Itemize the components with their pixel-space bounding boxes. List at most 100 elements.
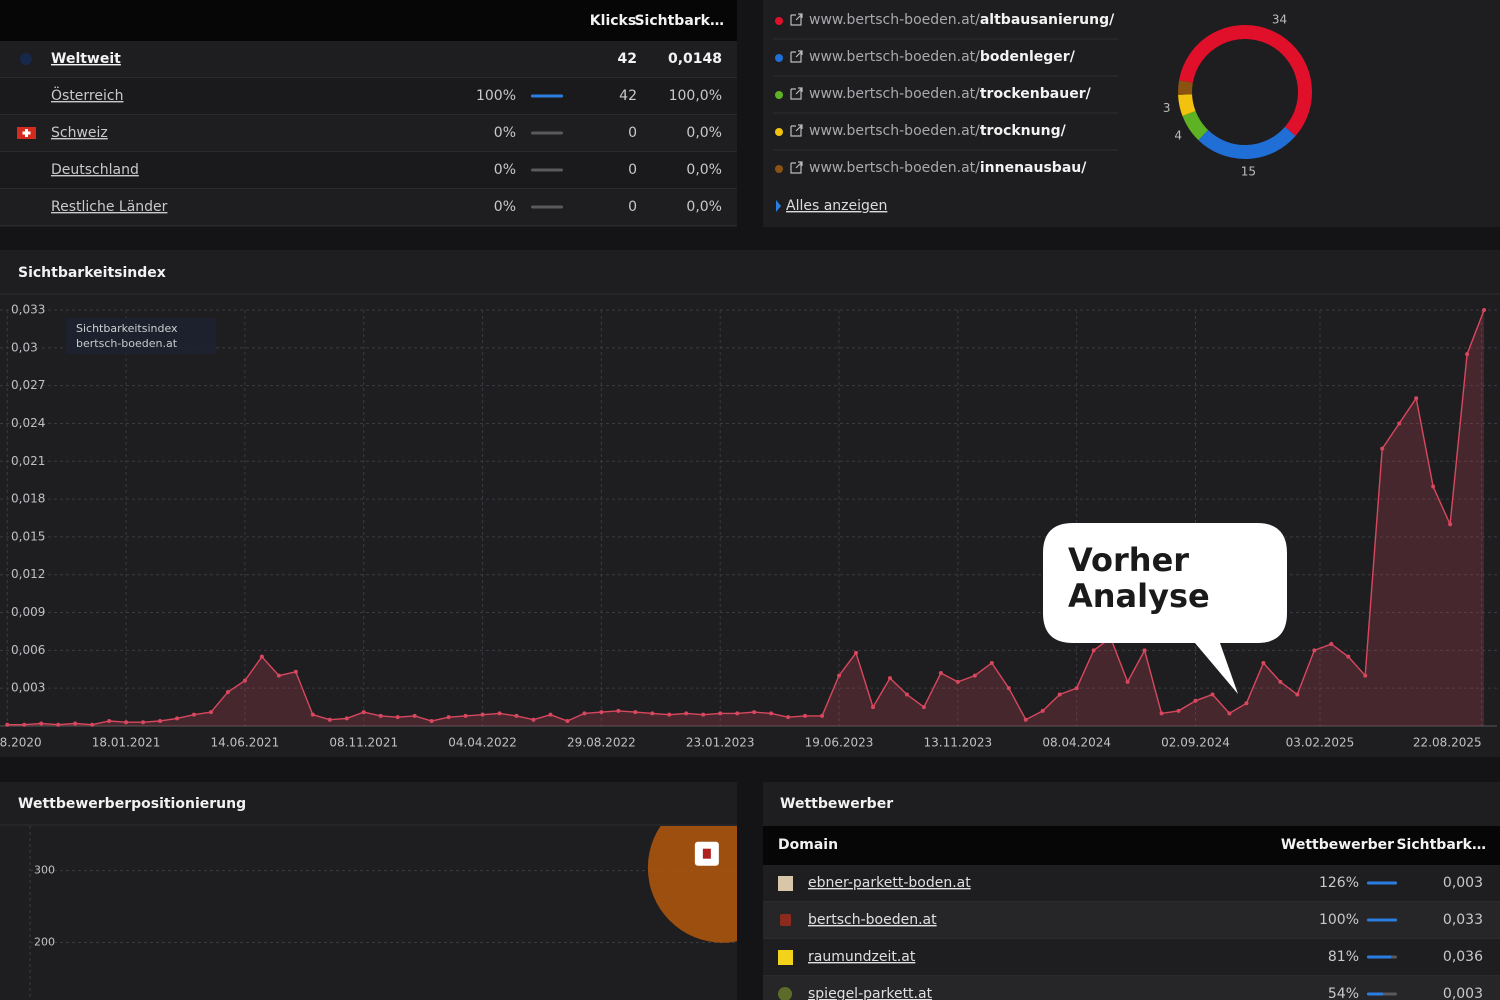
globe-icon xyxy=(20,53,32,65)
point xyxy=(39,721,44,726)
chart-title: Sichtbarkeitsindex xyxy=(18,265,166,281)
x-tick-label: 18.01.2021 xyxy=(92,736,161,750)
url-host: www.bertsch-boeden.at/ xyxy=(809,49,980,65)
point xyxy=(1091,648,1096,653)
legend-dot xyxy=(775,54,783,62)
url-link[interactable]: www.bertsch-boeden.at/trocknung/ xyxy=(809,123,1067,139)
point xyxy=(1227,711,1232,716)
point xyxy=(22,722,27,727)
point xyxy=(175,716,180,721)
point xyxy=(837,673,842,678)
visibility: 0,003 xyxy=(1443,875,1483,891)
point xyxy=(276,673,281,678)
external-link-icon xyxy=(790,87,803,100)
point xyxy=(1278,679,1283,684)
show-all-link[interactable]: Alles anzeigen xyxy=(786,198,887,214)
point xyxy=(752,710,757,715)
country-name[interactable]: Schweiz xyxy=(51,125,108,141)
y-tick-label: 0,015 xyxy=(11,529,45,543)
point xyxy=(429,718,434,723)
point xyxy=(480,712,485,717)
point xyxy=(972,673,977,678)
x-tick-label: 04.04.2022 xyxy=(448,736,517,750)
legend-dot xyxy=(775,165,783,173)
share-label: 100% xyxy=(1319,912,1359,928)
point xyxy=(701,712,706,717)
legend-dot xyxy=(775,128,783,136)
url-link[interactable]: www.bertsch-boeden.at/trockenbauer/ xyxy=(809,86,1092,102)
y-tick-label: 300 xyxy=(34,864,55,877)
share-track xyxy=(531,205,563,209)
domain[interactable]: bertsch-boeden.at xyxy=(808,912,937,928)
domain[interactable]: raumundzeit.at xyxy=(808,949,916,965)
domain[interactable]: ebner-parkett-boden.at xyxy=(808,875,971,891)
point xyxy=(361,710,366,715)
point xyxy=(718,711,723,716)
country-name[interactable]: Deutschland xyxy=(51,162,139,178)
clicks: 0 xyxy=(628,199,637,215)
point xyxy=(1295,692,1300,697)
share-label: 100% xyxy=(476,88,516,104)
country-name[interactable]: Österreich xyxy=(51,86,123,104)
point xyxy=(582,711,587,716)
url-link[interactable]: www.bertsch-boeden.at/altbausanierung/ xyxy=(809,12,1115,28)
x-tick-label: 13.11.2023 xyxy=(923,736,992,750)
x-tick-label: 08.11.2021 xyxy=(329,736,398,750)
point xyxy=(667,712,672,717)
point xyxy=(1397,421,1402,426)
point xyxy=(293,669,298,674)
point xyxy=(803,713,808,718)
point xyxy=(446,715,451,720)
x-tick-label: 03.02.2025 xyxy=(1286,736,1355,750)
point xyxy=(887,676,892,681)
external-link-icon xyxy=(790,13,803,26)
competitor-panel xyxy=(763,782,1500,1000)
row-bg xyxy=(763,976,1500,1000)
share-label: 81% xyxy=(1328,949,1359,965)
annotation-bubble xyxy=(1043,523,1287,694)
point xyxy=(1482,308,1487,312)
point xyxy=(735,711,740,716)
url-link[interactable]: www.bertsch-boeden.at/innenausbau/ xyxy=(809,160,1087,176)
country-name[interactable]: Restliche Länder xyxy=(51,199,168,215)
point xyxy=(1312,648,1317,653)
y-tick-label: 0,027 xyxy=(11,378,45,392)
x-tick-label: 23.01.2023 xyxy=(686,736,755,750)
country-name[interactable]: Weltweit xyxy=(51,51,121,67)
clicks: 42 xyxy=(618,51,637,67)
point xyxy=(107,718,112,723)
url-host: www.bertsch-boeden.at/ xyxy=(809,86,980,102)
x-tick-label: 14.06.2021 xyxy=(211,736,280,750)
point xyxy=(141,720,146,725)
point xyxy=(921,705,926,710)
point xyxy=(208,710,213,715)
y-tick-label: 0,009 xyxy=(11,605,45,619)
point xyxy=(1465,352,1470,357)
url-link[interactable]: www.bertsch-boeden.at/bodenleger/ xyxy=(809,49,1076,65)
y-tick-label: 0,018 xyxy=(11,492,45,506)
visibility: 0,033 xyxy=(1443,912,1483,928)
point xyxy=(769,711,774,716)
point xyxy=(344,716,349,721)
point xyxy=(1023,717,1028,722)
url-path: altbausanierung/ xyxy=(980,12,1115,28)
positioning-panel xyxy=(0,782,737,1000)
point xyxy=(599,710,604,715)
visibility: 100,0% xyxy=(669,88,722,104)
donut-label: 4 xyxy=(1174,129,1182,143)
x-tick-label: 02.09.2024 xyxy=(1161,736,1230,750)
url-path: trockenbauer/ xyxy=(980,86,1092,102)
share-label: 0% xyxy=(494,199,516,215)
donut-segment xyxy=(1178,80,1193,95)
point xyxy=(5,722,10,727)
share-bar xyxy=(1367,918,1397,922)
url-path: trocknung/ xyxy=(980,123,1067,139)
point xyxy=(870,705,875,710)
visibility: 0,036 xyxy=(1443,949,1483,965)
point xyxy=(124,720,129,725)
clicks: 0 xyxy=(628,125,637,141)
column-header: Sichtbark… xyxy=(1396,837,1486,853)
point xyxy=(463,713,468,718)
domain[interactable]: spiegel-parkett.at xyxy=(808,986,933,1000)
visibility: 0,0% xyxy=(686,125,722,141)
